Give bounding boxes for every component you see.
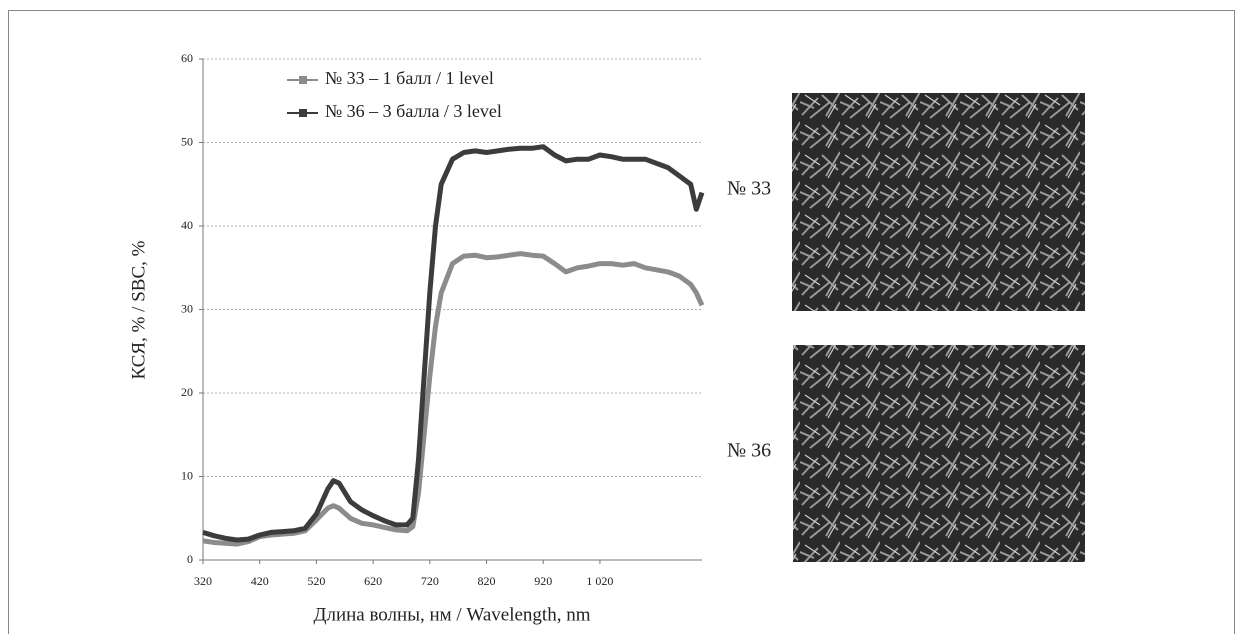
x-tick-label: 520 bbox=[307, 574, 325, 588]
y-tick-label: 0 bbox=[187, 552, 193, 566]
frame bbox=[8, 10, 1235, 639]
x-tick-label: 920 bbox=[534, 574, 552, 588]
y-axis-label: КСЯ, % / SBC, % bbox=[128, 240, 149, 379]
y-tick-label: 30 bbox=[181, 301, 193, 315]
y-tick-label: 50 bbox=[181, 134, 193, 148]
x-tick-label: 1 020 bbox=[586, 574, 613, 588]
x-tick-label: 320 bbox=[194, 574, 212, 588]
x-tick-label: 820 bbox=[478, 574, 496, 588]
photo-label: № 36 bbox=[727, 440, 771, 462]
legend-marker bbox=[299, 109, 307, 117]
y-tick-label: 40 bbox=[181, 218, 193, 232]
x-tick-label: 720 bbox=[421, 574, 439, 588]
legend-marker bbox=[299, 76, 307, 84]
legend-label: № 33 – 1 балл / 1 level bbox=[325, 68, 494, 88]
x-tick-label: 620 bbox=[364, 574, 382, 588]
photo-label: № 33 bbox=[727, 178, 771, 200]
y-tick-label: 20 bbox=[181, 385, 193, 399]
x-tick-label: 420 bbox=[251, 574, 269, 588]
x-axis-label: Длина волны, нм / Wavelength, nm bbox=[314, 604, 591, 625]
legend-label: № 36 – 3 балла / 3 level bbox=[325, 101, 502, 121]
series-line bbox=[202, 251, 705, 547]
y-tick-label: 60 bbox=[181, 51, 193, 65]
photo bbox=[792, 93, 1085, 311]
series-line bbox=[202, 144, 705, 543]
y-tick-label: 10 bbox=[181, 468, 193, 482]
photo bbox=[793, 345, 1085, 562]
